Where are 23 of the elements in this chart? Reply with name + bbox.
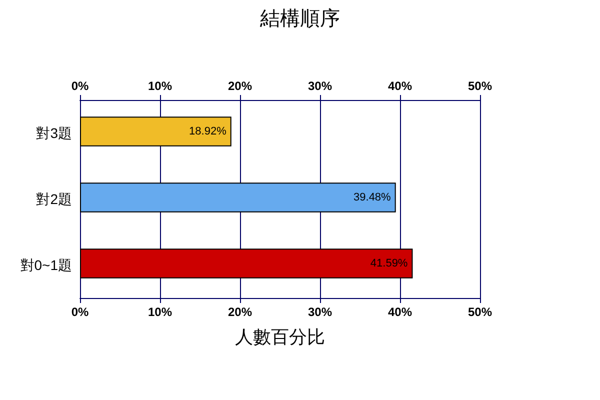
bar: [80, 248, 413, 278]
x2-tick-label: 30%: [308, 79, 332, 93]
data-label: 39.48%: [354, 192, 392, 204]
bar: [80, 182, 396, 212]
x-tick-label: 0%: [71, 305, 89, 319]
data-label: 41.59%: [370, 258, 408, 270]
x-tick-label: 30%: [308, 305, 332, 319]
x2-tick-label: 10%: [148, 79, 172, 93]
y-tick-label: 對2題: [36, 191, 72, 207]
data-label: 18.92%: [189, 126, 227, 138]
x-tick-label: 50%: [468, 305, 492, 319]
x2-tick-label: 50%: [468, 79, 492, 93]
bar: [80, 116, 232, 146]
x-tick-label: 20%: [228, 305, 252, 319]
chart-title: 結構順序: [259, 8, 340, 30]
x-tick-label: 40%: [388, 305, 412, 319]
y-tick-label: 對0~1題: [20, 257, 72, 273]
y-tick-label: 對3題: [36, 125, 72, 141]
x-axis-title: 人數百分比: [235, 327, 325, 347]
x2-tick-label: 0%: [71, 79, 89, 93]
x2-tick-label: 40%: [388, 79, 412, 93]
x-tick-label: 10%: [148, 305, 172, 319]
x2-tick-label: 20%: [228, 79, 252, 93]
